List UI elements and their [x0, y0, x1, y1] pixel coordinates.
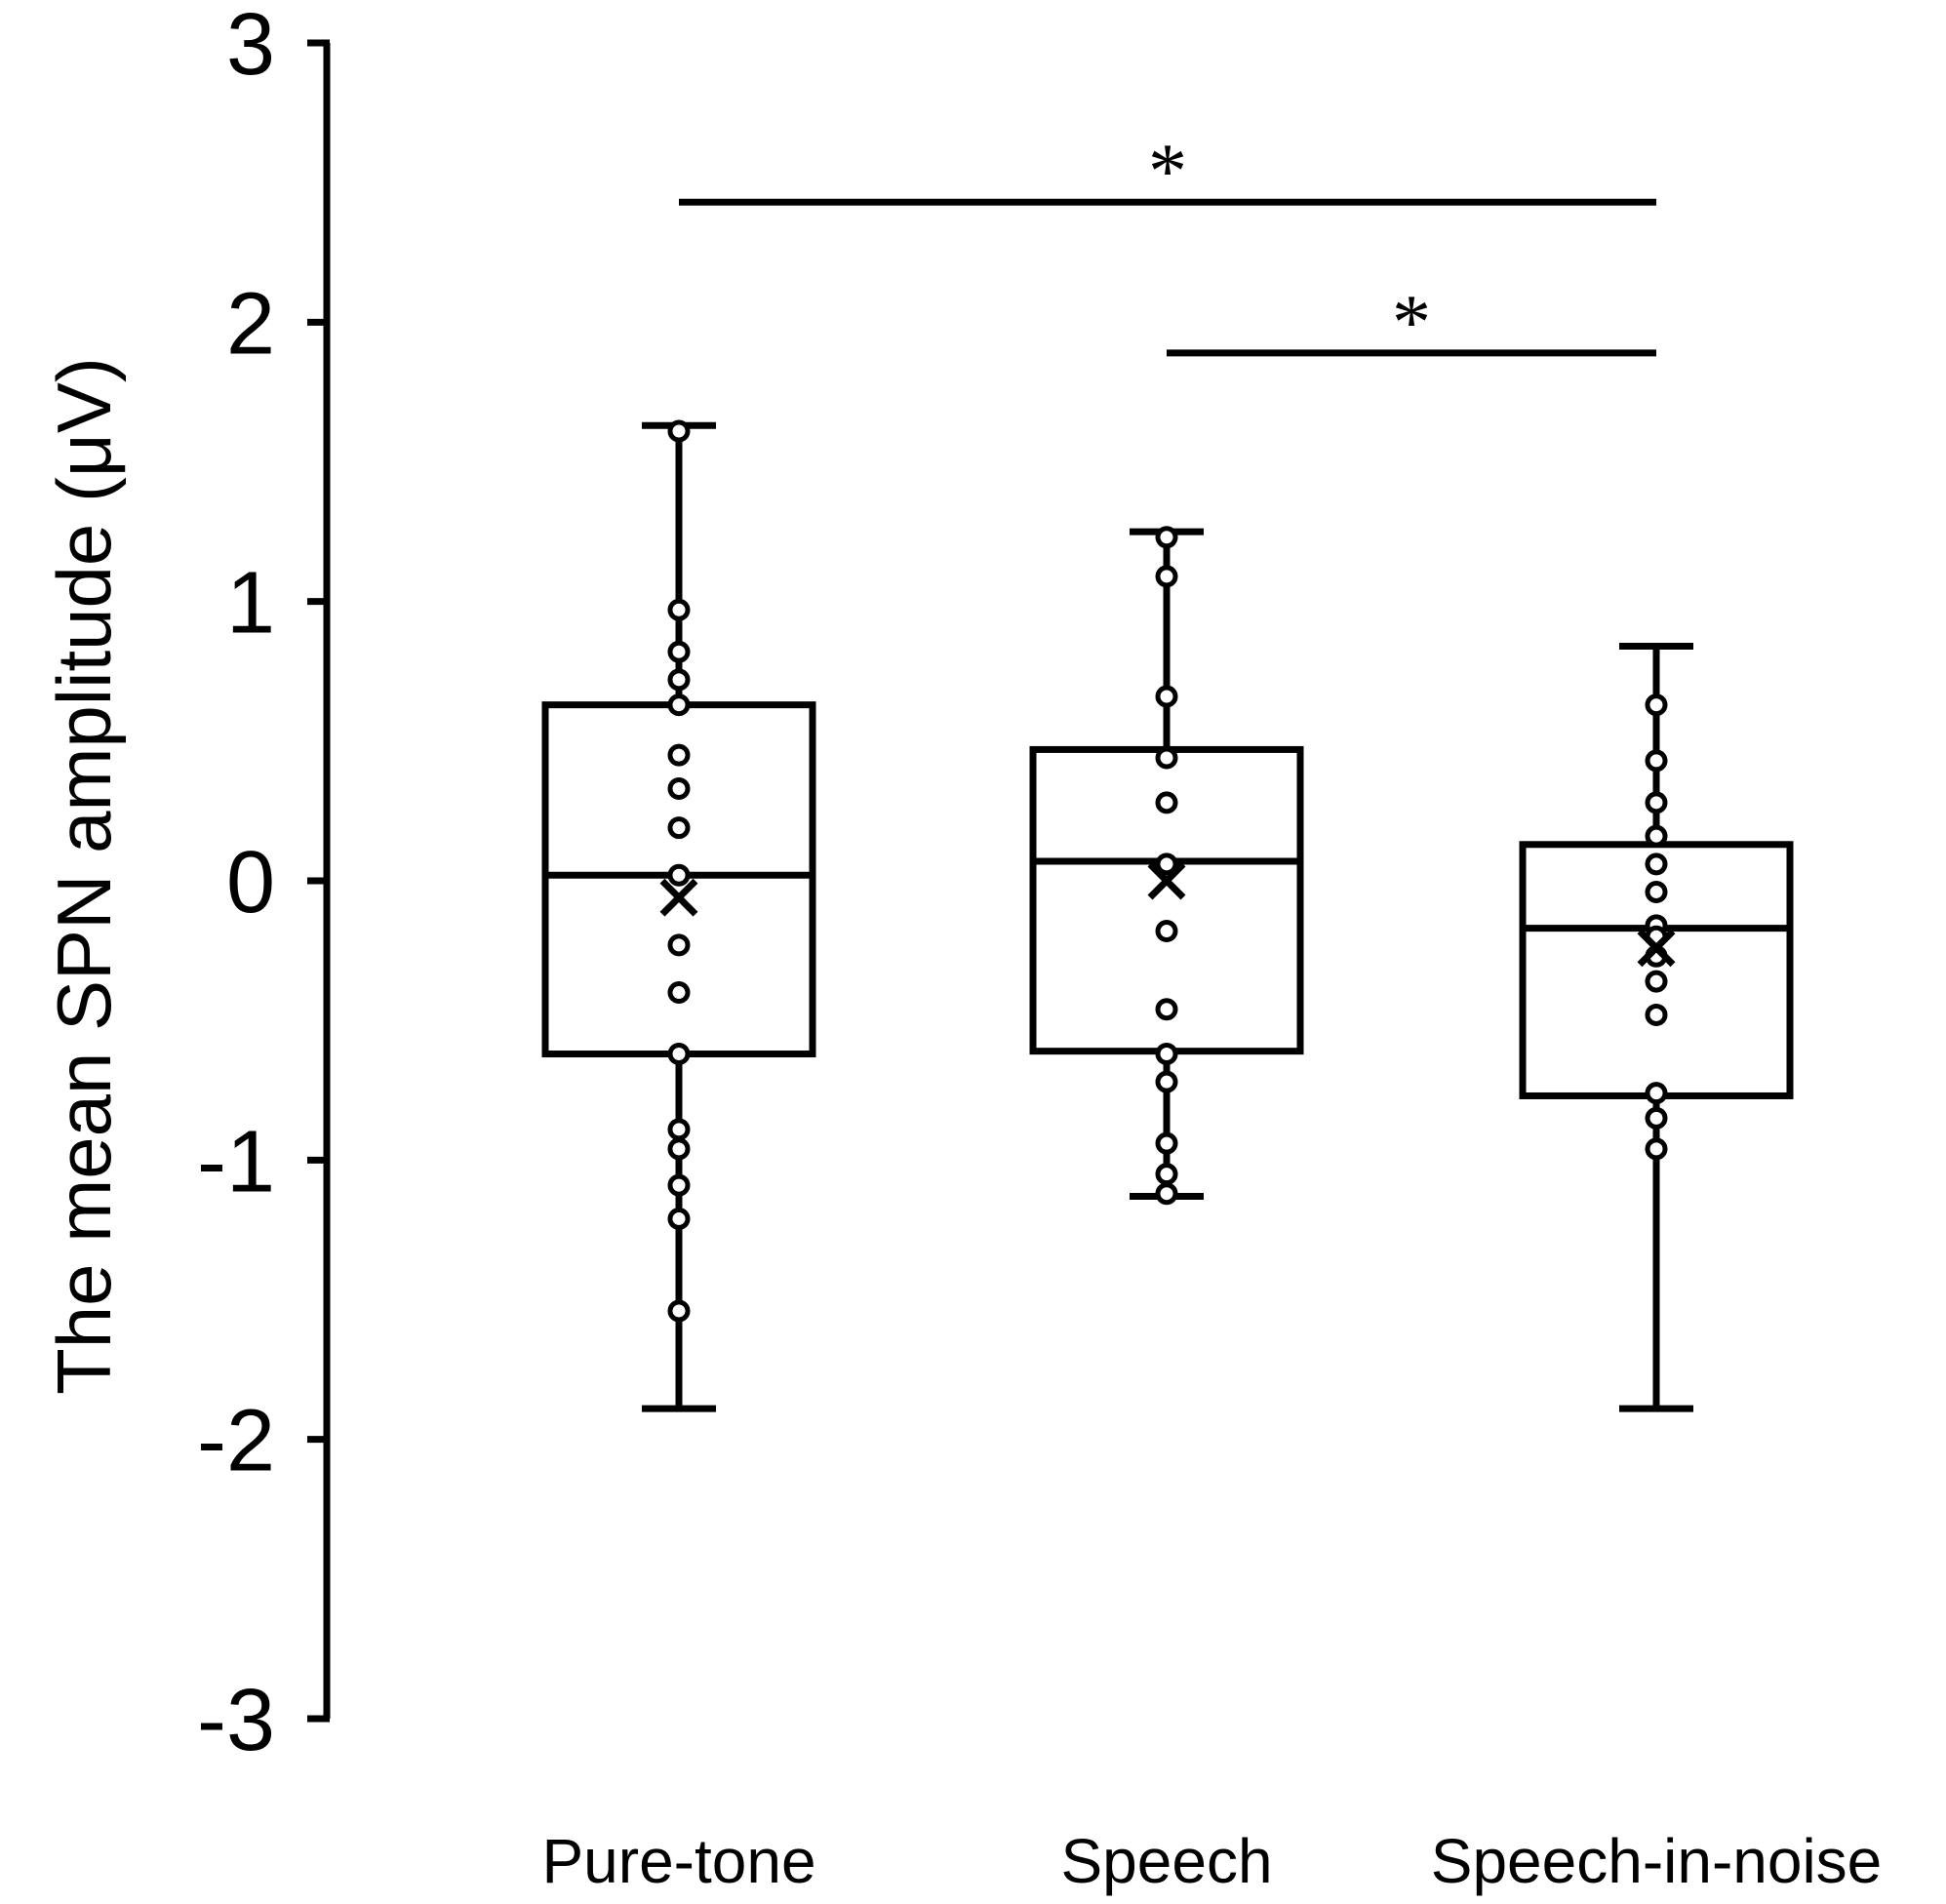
data-point	[1155, 791, 1178, 814]
data-point	[667, 668, 691, 692]
data-point	[667, 598, 691, 621]
significance-star: *	[1148, 129, 1187, 215]
data-point	[1155, 920, 1178, 943]
data-point	[1155, 1043, 1178, 1066]
y-axis-title: The mean SPN amplitude (μV)	[41, 357, 127, 1395]
data-point	[1645, 1137, 1668, 1161]
data-point	[1155, 1163, 1178, 1186]
significance-star: *	[1392, 280, 1431, 366]
data-point	[667, 1299, 691, 1323]
data-point	[667, 863, 691, 887]
data-point	[1155, 685, 1178, 708]
mean-marker-stroke	[659, 878, 698, 917]
data-point	[1155, 565, 1178, 588]
y-tick-label: -3	[197, 1672, 275, 1769]
x-category-label: Pure-tone	[541, 1826, 815, 1896]
mean-marker	[1147, 861, 1186, 900]
data-point	[1645, 853, 1668, 876]
mean-marker-stroke	[1637, 929, 1676, 968]
x-category-label: Speech-in-noise	[1431, 1826, 1883, 1896]
data-point	[667, 816, 691, 840]
data-point	[1645, 1082, 1668, 1105]
data-point	[667, 1173, 691, 1197]
mean-marker-stroke	[1147, 861, 1186, 900]
box-group	[1029, 526, 1304, 1206]
data-point	[667, 694, 691, 717]
data-point	[1155, 1070, 1178, 1093]
data-point	[667, 777, 691, 801]
data-point	[1155, 1131, 1178, 1155]
box-groups	[541, 419, 1794, 1412]
y-tick-label: -1	[197, 1113, 275, 1210]
data-point	[1645, 694, 1668, 717]
data-point	[1645, 970, 1668, 993]
data-point	[1155, 746, 1178, 770]
category-labels: Pure-tone Speech Speech-in-noise	[541, 1826, 1882, 1896]
data-point	[1645, 791, 1668, 814]
mean-marker	[659, 878, 698, 917]
y-axis: -3 -2 -1 0 1 2 3	[197, 0, 331, 1769]
data-point	[1155, 998, 1178, 1021]
data-point	[1155, 526, 1178, 549]
data-point	[667, 1118, 691, 1141]
data-point	[1645, 824, 1668, 848]
data-point	[667, 743, 691, 767]
data-point	[1645, 1106, 1668, 1130]
data-point	[667, 1137, 691, 1161]
data-point	[667, 419, 691, 443]
data-point	[1645, 880, 1668, 903]
data-point	[667, 1207, 691, 1230]
data-point	[1645, 1003, 1668, 1026]
box-group	[1519, 642, 1794, 1412]
y-tick-label: -2	[197, 1393, 275, 1490]
data-point	[1645, 749, 1668, 773]
x-category-label: Speech	[1060, 1826, 1272, 1896]
y-tick-label: 1	[226, 555, 275, 653]
data-point	[1155, 1182, 1178, 1206]
data-point	[667, 933, 691, 957]
y-tick-label: 0	[226, 834, 275, 932]
data-point	[667, 1043, 691, 1066]
mean-marker	[1637, 929, 1676, 968]
data-point	[667, 640, 691, 663]
box-group	[541, 419, 816, 1412]
data-point	[1155, 853, 1178, 876]
significance-annotations: **	[679, 129, 1656, 366]
y-tick-label: 3	[226, 0, 275, 94]
y-tick-label: 2	[226, 275, 275, 373]
data-point	[667, 981, 691, 1005]
